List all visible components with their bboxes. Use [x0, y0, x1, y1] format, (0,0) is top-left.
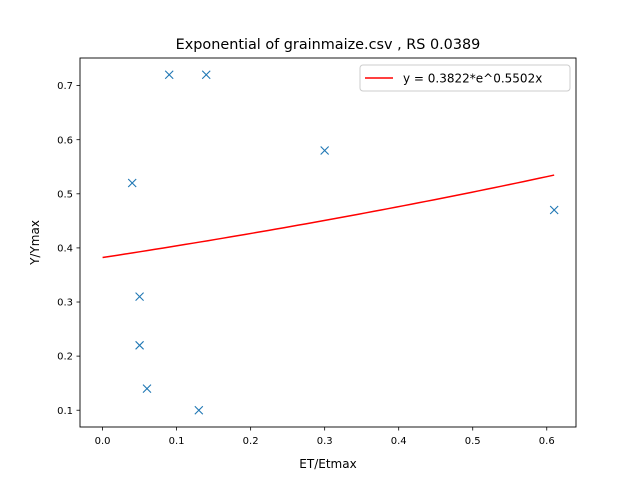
y-tick-label: 0.6: [57, 135, 73, 146]
scatter-point: [201, 70, 211, 80]
plot-frame: [79, 57, 577, 428]
scatter-point: [549, 205, 559, 215]
y-tick-label: 0.4: [57, 244, 73, 255]
scatter-point: [142, 384, 152, 393]
y-tick-label: 0.7: [57, 81, 73, 92]
plot-area: [79, 57, 577, 428]
x-tick-label: 0.5: [465, 436, 481, 447]
fit-line: [102, 174, 555, 259]
x-tick-label: 0.0: [95, 436, 111, 447]
chart-title: Exponential of grainmaize.csv , RS 0.038…: [176, 37, 481, 53]
legend-label: y = 0.3822*e^0.5502x: [403, 72, 542, 86]
x-tick-label: 0.6: [539, 436, 555, 447]
y-axis-label: Y/Ymax: [28, 220, 42, 266]
scatter-point: [127, 178, 137, 188]
y-axis: 0.1 0.2 0.3 0.4 0.5 0.6 0.7: [57, 81, 80, 417]
fit-line-layer: [102, 174, 555, 259]
x-tick-label: 0.1: [169, 436, 185, 447]
x-tick-label: 0.4: [391, 436, 407, 447]
legend: y = 0.3822*e^0.5502x: [359, 64, 571, 92]
scatter-point: [194, 405, 204, 415]
legend-box: [359, 64, 571, 92]
y-tick-label: 0.5: [57, 189, 73, 200]
y-tick-label: 0.3: [57, 298, 73, 309]
y-tick-label: 0.2: [57, 352, 73, 363]
y-tick-label: 0.1: [57, 406, 73, 417]
points-layer: [127, 70, 559, 415]
scatter-point: [135, 340, 144, 350]
scatter-point: [164, 70, 174, 80]
x-axis: 0.0 0.1 0.2 0.3 0.4 0.5 0.6: [95, 427, 555, 447]
x-tick-label: 0.3: [317, 436, 333, 447]
x-axis-label: ET/Etmax: [299, 457, 356, 471]
scatter-point: [320, 146, 330, 155]
x-tick-label: 0.2: [243, 436, 259, 447]
scatter-point: [135, 292, 144, 301]
